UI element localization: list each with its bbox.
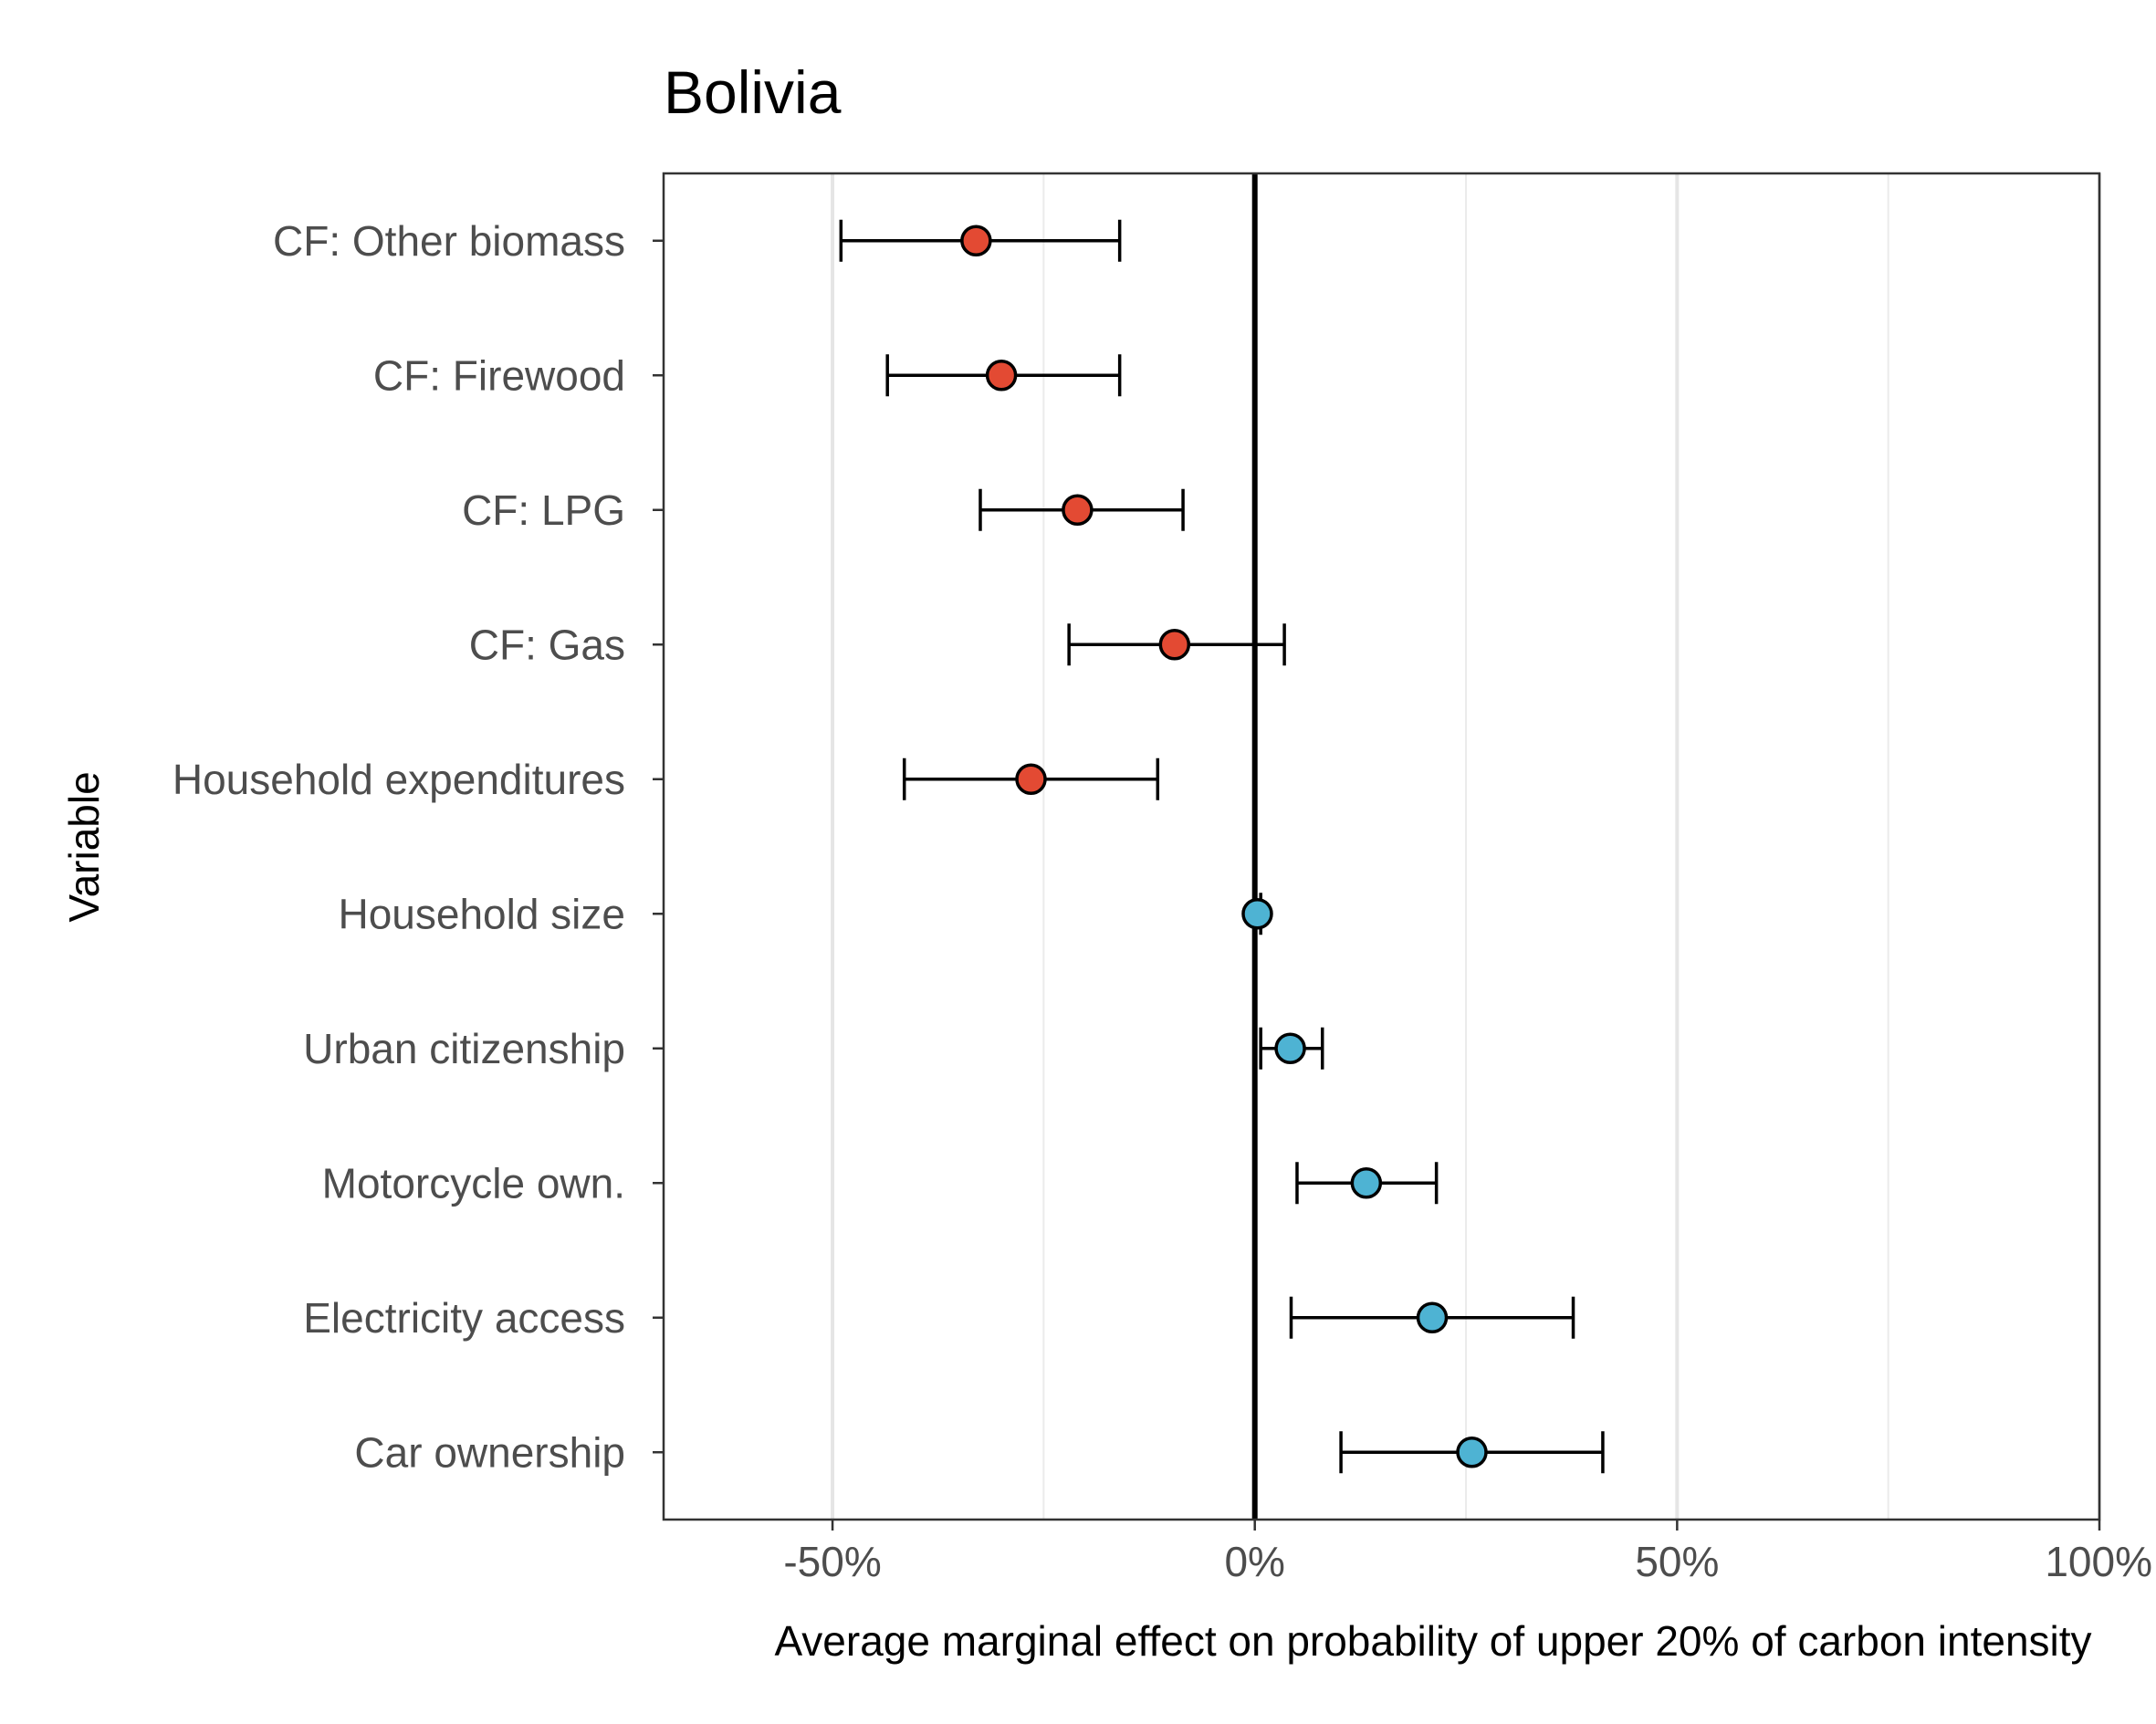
point-estimate xyxy=(1350,1167,1383,1199)
y-tick-label: CF: LPG xyxy=(462,486,625,534)
chart-title: Bolivia xyxy=(664,58,842,126)
plot-panel-border xyxy=(662,172,2101,1521)
y-tick-label: CF: Firewood xyxy=(373,351,625,399)
point-row xyxy=(902,758,1160,800)
point-estimate xyxy=(960,225,992,256)
point-row xyxy=(1241,893,1273,935)
x-tick-label: 50% xyxy=(1635,1538,1719,1585)
x-axis-label: Average marginal effect on probability o… xyxy=(774,1617,2091,1665)
y-axis: CF: Other biomass CF: Firewood CF: LPG CF: … xyxy=(173,217,664,1476)
y-tick-label: CF: Other biomass xyxy=(273,217,625,265)
point-row xyxy=(1259,1027,1324,1070)
point-row xyxy=(979,488,1185,531)
x-tick-label: -50% xyxy=(783,1538,881,1585)
point-row xyxy=(1339,1431,1605,1474)
point-estimate xyxy=(1158,629,1191,661)
point-row xyxy=(885,354,1122,397)
point-row xyxy=(1067,623,1286,666)
x-tick-label: 0% xyxy=(1224,1538,1284,1585)
x-axis: -50% 0% 50% 100% xyxy=(783,1520,2152,1585)
point-estimate xyxy=(1015,763,1047,795)
y-tick-label: Urban citizenship xyxy=(303,1025,625,1072)
y-tick-label: Household size xyxy=(338,890,625,937)
y-axis-label: Variable xyxy=(60,771,108,922)
point-estimate xyxy=(1274,1032,1306,1064)
point-row xyxy=(839,219,1122,262)
point-estimate xyxy=(1241,898,1273,930)
point-estimate xyxy=(1456,1437,1488,1468)
y-tick-label: Motorcycle own. xyxy=(322,1159,625,1207)
point-estimate xyxy=(985,360,1018,392)
y-tick-label: Car ownership xyxy=(354,1428,625,1476)
point-estimate xyxy=(1062,494,1094,526)
y-tick-label: Electricity access xyxy=(303,1294,625,1342)
y-tick-label: Household expenditures xyxy=(173,756,625,803)
x-tick-label: 100% xyxy=(2045,1538,2152,1585)
point-row xyxy=(1295,1162,1439,1205)
point-row xyxy=(1289,1296,1575,1339)
point-estimates xyxy=(839,219,1605,1474)
point-estimate xyxy=(1416,1301,1449,1333)
y-tick-label: CF: Gas xyxy=(469,621,625,668)
